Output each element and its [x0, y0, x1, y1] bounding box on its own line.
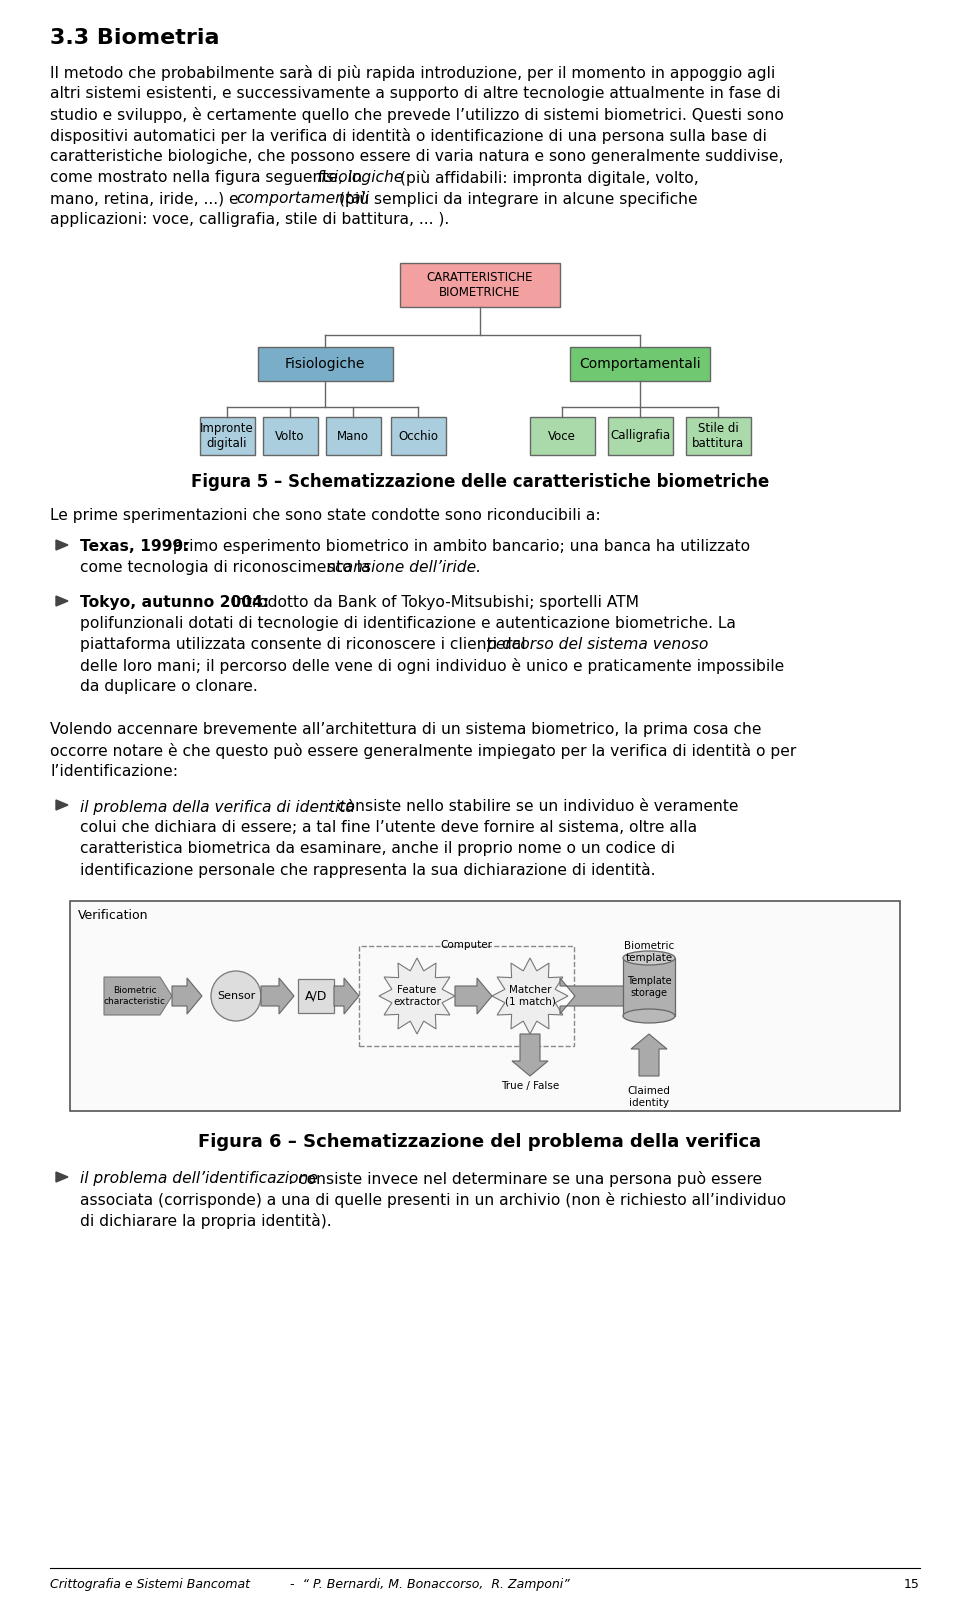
Text: studio e sviluppo, è certamente quello che prevede l’utilizzo di sistemi biometr: studio e sviluppo, è certamente quello c… [50, 106, 784, 122]
Text: fisiologiche: fisiologiche [317, 171, 404, 185]
Text: Biometric
template: Biometric template [624, 941, 674, 963]
FancyBboxPatch shape [70, 901, 900, 1112]
Polygon shape [56, 801, 68, 810]
FancyBboxPatch shape [257, 346, 393, 380]
Text: identificazione personale che rappresenta la sua dichiarazione di identità.: identificazione personale che rappresent… [80, 862, 656, 878]
Text: Biometric
characteristic: Biometric characteristic [104, 986, 166, 1005]
Text: A/D: A/D [305, 989, 327, 1002]
Text: come tecnologia di riconoscimento la: come tecnologia di riconoscimento la [80, 561, 375, 575]
Text: piattaforma utilizzata consente di riconoscere i clienti dal: piattaforma utilizzata consente di ricon… [80, 636, 531, 652]
Text: -  “ P. Bernardi, M. Bonaccorso,  R. Zamponi”: - “ P. Bernardi, M. Bonaccorso, R. Zampo… [282, 1579, 569, 1592]
Text: associata (corrisponde) a una di quelle presenti in un archivio (non è richiesto: associata (corrisponde) a una di quelle … [80, 1192, 786, 1208]
Polygon shape [56, 596, 68, 606]
Text: Impronte
digitali: Impronte digitali [200, 422, 253, 449]
Text: caratteristica biometrica da esaminare, anche il proprio nome o un codice di: caratteristica biometrica da esaminare, … [80, 841, 675, 855]
Text: introdotto da Bank of Tokyo-Mitsubishi; sportelli ATM: introdotto da Bank of Tokyo-Mitsubishi; … [227, 594, 638, 611]
Polygon shape [56, 540, 68, 549]
Text: come mostrato nella figura seguente, in: come mostrato nella figura seguente, in [50, 171, 367, 185]
Polygon shape [560, 978, 633, 1013]
Polygon shape [455, 978, 492, 1013]
Polygon shape [379, 959, 455, 1034]
Text: Fisiologiche: Fisiologiche [285, 358, 365, 371]
Polygon shape [512, 1034, 548, 1076]
Text: Stile di
battitura: Stile di battitura [692, 422, 744, 449]
Text: Occhio: Occhio [398, 430, 438, 443]
FancyBboxPatch shape [623, 959, 675, 1017]
Text: dispositivi automatici per la verifica di identità o identificazione di una pers: dispositivi automatici per la verifica d… [50, 127, 767, 143]
Text: di dichiarare la propria identità).: di dichiarare la propria identità). [80, 1213, 331, 1229]
Text: polifunzionali dotati di tecnologie di identificazione e autenticazione biometri: polifunzionali dotati di tecnologie di i… [80, 615, 736, 632]
FancyBboxPatch shape [298, 979, 334, 1013]
Text: True / False: True / False [501, 1081, 559, 1091]
Text: Il metodo che probabilmente sarà di più rapida introduzione, per il momento in a: Il metodo che probabilmente sarà di più … [50, 64, 776, 81]
Text: : consiste invece nel determinare se una persona può essere: : consiste invece nel determinare se una… [288, 1171, 762, 1187]
FancyBboxPatch shape [262, 417, 318, 454]
Text: Figura 6 – Schematizzazione del problema della verifica: Figura 6 – Schematizzazione del problema… [199, 1133, 761, 1150]
Text: l’identificazione:: l’identificazione: [50, 764, 178, 780]
Text: Sensor: Sensor [217, 991, 255, 1000]
Text: applicazioni: voce, calligrafia, stile di battitura, ... ).: applicazioni: voce, calligrafia, stile d… [50, 213, 449, 227]
Text: delle loro mani; il percorso delle vene di ogni individuo è unico e praticamente: delle loro mani; il percorso delle vene … [80, 657, 784, 673]
FancyBboxPatch shape [685, 417, 751, 454]
Text: mano, retina, iride, ...) e: mano, retina, iride, ...) e [50, 192, 244, 206]
Text: Le prime sperimentazioni che sono state condotte sono riconducibili a:: Le prime sperimentazioni che sono state … [50, 507, 601, 524]
Text: Figura 5 – Schematizzazione delle caratteristiche biometriche: Figura 5 – Schematizzazione delle caratt… [191, 474, 769, 491]
Text: Computer: Computer [441, 939, 492, 950]
Text: colui che dichiara di essere; a tal fine l’utente deve fornire al sistema, oltre: colui che dichiara di essere; a tal fine… [80, 820, 697, 834]
Text: 3.3 Biometria: 3.3 Biometria [50, 27, 220, 48]
FancyBboxPatch shape [530, 417, 594, 454]
Text: Template
storage: Template storage [627, 976, 671, 997]
FancyBboxPatch shape [325, 417, 380, 454]
FancyBboxPatch shape [608, 417, 673, 454]
Text: percorso del sistema venoso: percorso del sistema venoso [487, 636, 708, 652]
Polygon shape [172, 978, 202, 1013]
FancyBboxPatch shape [200, 417, 254, 454]
Text: CARATTERISTICHE
BIOMETRICHE: CARATTERISTICHE BIOMETRICHE [427, 271, 533, 300]
Text: occorre notare è che questo può essere generalmente impiegato per la verifica di: occorre notare è che questo può essere g… [50, 743, 796, 759]
Text: caratteristiche biologiche, che possono essere di varia natura e sono generalmen: caratteristiche biologiche, che possono … [50, 148, 783, 164]
FancyBboxPatch shape [391, 417, 445, 454]
Polygon shape [334, 978, 359, 1013]
Text: comportamentali: comportamentali [236, 192, 370, 206]
Text: da duplicare o clonare.: da duplicare o clonare. [80, 678, 257, 694]
Text: il problema della verifica di identità: il problema della verifica di identità [80, 799, 355, 815]
Polygon shape [104, 976, 172, 1015]
Text: : consiste nello stabilire se un individuo è veramente: : consiste nello stabilire se un individ… [326, 799, 738, 814]
Polygon shape [492, 959, 568, 1034]
Text: Comportamentali: Comportamentali [579, 358, 701, 371]
Text: altri sistemi esistenti, e successivamente a supporto di altre tecnologie attual: altri sistemi esistenti, e successivamen… [50, 85, 780, 101]
Text: Volendo accennare brevemente all’architettura di un sistema biometrico, la prima: Volendo accennare brevemente all’archite… [50, 722, 761, 736]
Text: Verification: Verification [78, 909, 149, 921]
Polygon shape [631, 1034, 667, 1076]
Text: Tokyo, autunno 2004:: Tokyo, autunno 2004: [80, 594, 269, 611]
Text: Claimed
identity: Claimed identity [628, 1086, 670, 1108]
Text: (più semplici da integrare in alcune specifiche: (più semplici da integrare in alcune spe… [334, 192, 698, 206]
Text: (più affidabili: impronta digitale, volto,: (più affidabili: impronta digitale, volt… [395, 171, 698, 185]
Text: Voce: Voce [548, 430, 576, 443]
FancyBboxPatch shape [570, 346, 710, 380]
Text: primo esperimento biometrico in ambito bancario; una banca ha utilizzato: primo esperimento biometrico in ambito b… [168, 540, 750, 554]
Text: Texas, 1999:: Texas, 1999: [80, 540, 189, 554]
Ellipse shape [623, 1008, 675, 1023]
Circle shape [211, 971, 261, 1021]
Text: Mano: Mano [337, 430, 369, 443]
Text: Feature
extractor: Feature extractor [393, 986, 441, 1007]
Text: Calligrafia: Calligrafia [610, 430, 670, 443]
Polygon shape [261, 978, 294, 1013]
Text: Matcher
(1 match): Matcher (1 match) [505, 986, 556, 1007]
Ellipse shape [623, 950, 675, 965]
Polygon shape [56, 1171, 68, 1182]
Text: scansione dell’iride.: scansione dell’iride. [326, 561, 481, 575]
Text: Volto: Volto [276, 430, 304, 443]
Text: Crittografia e Sistemi Bancomat: Crittografia e Sistemi Bancomat [50, 1579, 250, 1592]
Text: il problema dell’identificazione: il problema dell’identificazione [80, 1171, 318, 1186]
FancyBboxPatch shape [400, 263, 560, 308]
Text: 15: 15 [904, 1579, 920, 1592]
